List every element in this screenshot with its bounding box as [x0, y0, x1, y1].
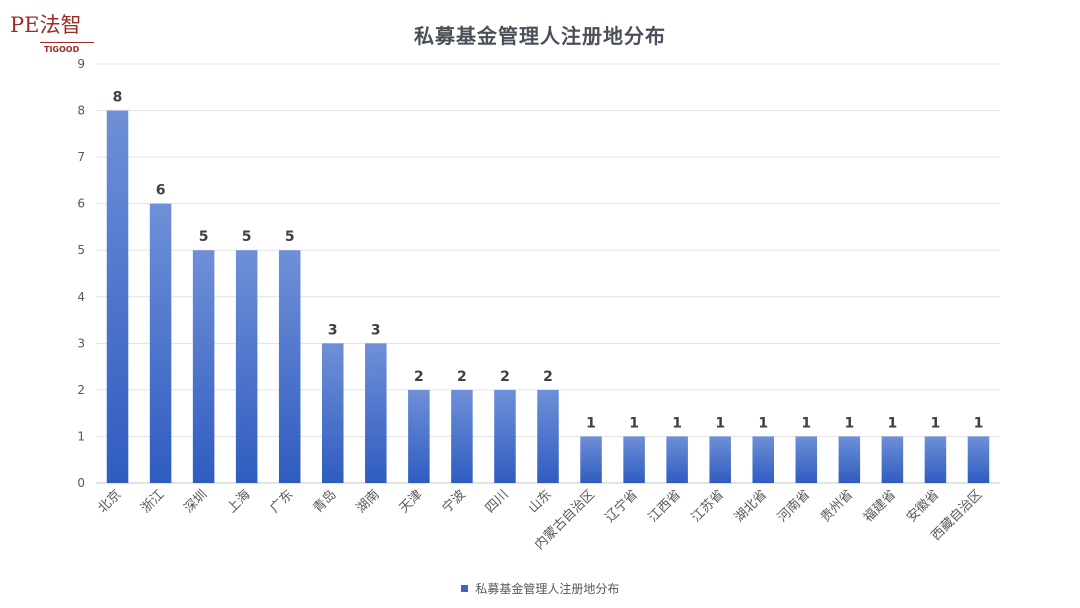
- y-axis-ticks: 0 1 2 3 4 5 6 7 8 9: [77, 57, 85, 490]
- bar: [322, 343, 344, 483]
- x-tick-label: 安徽省: [904, 487, 942, 525]
- x-tick-label: 宁波: [439, 487, 469, 517]
- logo-divider: [40, 42, 94, 43]
- data-label: 2: [543, 369, 553, 385]
- data-label: 1: [672, 415, 682, 431]
- y-tick-label: 5: [77, 243, 85, 257]
- x-tick-label: 江西省: [646, 487, 684, 525]
- data-label: 2: [457, 369, 467, 385]
- bar: [494, 389, 516, 483]
- data-label: 1: [758, 415, 768, 431]
- bar: [924, 436, 947, 483]
- bar: [278, 250, 301, 483]
- bar: [149, 203, 172, 483]
- bar: [709, 436, 731, 483]
- logo-text: PE法智: [10, 13, 82, 37]
- x-tick-label: 江苏省: [688, 487, 727, 526]
- bar: [967, 436, 990, 483]
- data-label: 5: [199, 229, 209, 245]
- data-label: 5: [285, 229, 295, 245]
- y-tick-label: 6: [77, 197, 85, 211]
- data-label: 8: [113, 90, 123, 106]
- y-tick-label: 2: [77, 383, 85, 397]
- bars: [106, 110, 990, 484]
- x-tick-label: 贵州省: [818, 487, 856, 525]
- chart-title: 私募基金管理人注册地分布: [414, 24, 666, 48]
- x-tick-label: 广东: [268, 487, 297, 516]
- data-label: 2: [500, 369, 510, 385]
- data-label: 6: [156, 183, 166, 199]
- x-tick-label: 深圳: [181, 487, 210, 516]
- data-label: 5: [242, 229, 252, 245]
- y-tick-label: 1: [77, 429, 85, 443]
- bar: [580, 436, 602, 483]
- x-tick-label: 北京: [95, 487, 124, 516]
- data-label: 1: [888, 415, 898, 431]
- logo-subtext: TIGOOD: [44, 45, 80, 54]
- bar: [752, 436, 774, 483]
- logo: PE法智 TIGOOD: [10, 12, 96, 58]
- bar: [537, 389, 559, 483]
- x-tick-label: 辽宁省: [602, 487, 641, 526]
- x-tick-label: 浙江: [138, 487, 167, 516]
- legend: 私募基金管理人注册地分布: [0, 580, 1080, 597]
- bar-chart: 0 1 2 3 4 5 6 7 8 9 8 6 5 5 5 3 3 2 2 2 2 1 1 1 1 1 1 1 1 1 1 北京 浙江 深圳上…: [77, 57, 1000, 553]
- bar: [106, 110, 129, 484]
- data-label: 3: [328, 322, 338, 338]
- bar: [408, 389, 430, 483]
- y-tick-label: 8: [77, 104, 85, 118]
- bar: [666, 436, 688, 483]
- bar: [451, 389, 473, 483]
- legend-swatch: [460, 585, 468, 592]
- bar: [795, 436, 818, 483]
- data-label: 3: [371, 322, 381, 338]
- x-tick-label: 青岛: [310, 487, 340, 517]
- x-tick-label: 四川: [483, 487, 512, 516]
- bar: [192, 250, 215, 483]
- bar: [235, 250, 258, 483]
- x-tick-label: 天津: [397, 487, 426, 516]
- y-tick-label: 0: [77, 476, 85, 490]
- bar: [838, 436, 861, 483]
- y-tick-label: 9: [77, 57, 85, 71]
- x-tick-label: 福建省: [861, 487, 899, 525]
- data-label: 1: [715, 415, 725, 431]
- y-tick-label: 7: [77, 150, 85, 164]
- data-label: 1: [801, 415, 811, 431]
- data-label: 1: [974, 415, 984, 431]
- bar: [623, 436, 645, 483]
- data-label: 1: [931, 415, 941, 431]
- bar: [365, 343, 387, 483]
- data-label: 1: [844, 415, 854, 431]
- x-tick-label: 湖南: [353, 487, 383, 517]
- bar: [881, 436, 904, 483]
- y-tick-label: 3: [77, 336, 85, 350]
- data-labels: 8 6 5 5 5 3 3 2 2 2 2 1 1 1 1 1 1 1 1 1 1: [113, 90, 984, 432]
- y-tick-label: 4: [77, 290, 85, 304]
- x-tick-label: 上海: [224, 487, 253, 516]
- data-label: 1: [586, 415, 596, 431]
- x-tick-label: 山东: [526, 487, 555, 516]
- x-tick-label: 河南省: [774, 487, 813, 526]
- legend-label: 私募基金管理人注册地分布: [475, 582, 620, 596]
- x-tick-label: 湖北省: [732, 487, 770, 525]
- data-label: 1: [629, 415, 639, 431]
- data-label: 2: [414, 369, 424, 385]
